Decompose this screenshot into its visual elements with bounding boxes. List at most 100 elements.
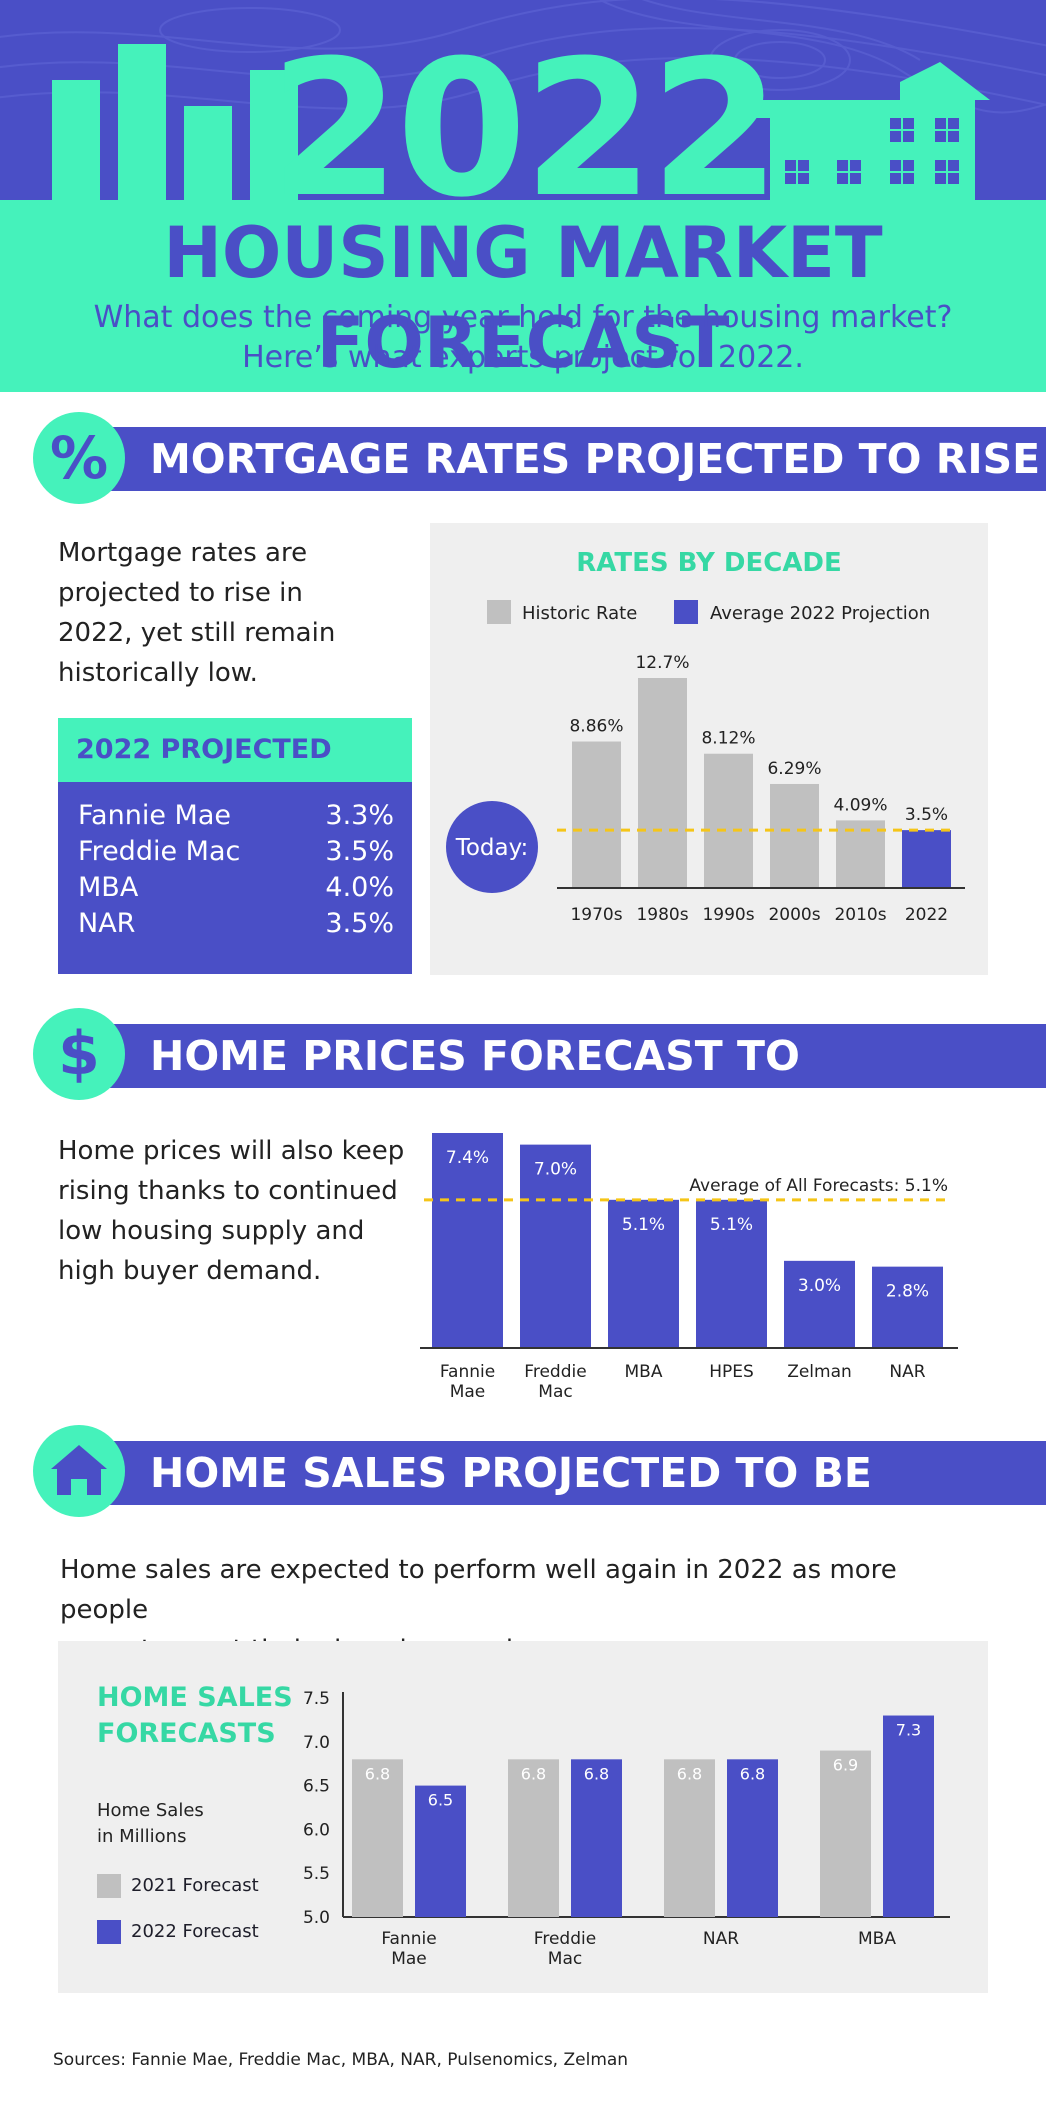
bar-value-label: 6.8 (740, 1764, 765, 1783)
legend-label: Historic Rate (522, 603, 637, 624)
x-tick-label: Freddie (534, 1929, 596, 1949)
prices-intro: Home prices will also keep rising thanks… (58, 1131, 418, 1291)
intro-line: Home sales are expected to perform well … (60, 1555, 897, 1625)
x-tick-label: Mae (450, 1382, 486, 1402)
x-tick-label: NAR (703, 1929, 739, 1949)
projected-rates-title: 2022 PROJECTED RATES (58, 718, 412, 829)
bar-value-label: 6.9 (833, 1756, 858, 1775)
today-label: Today: (455, 835, 529, 861)
panel-title-line: FORECASTS (97, 1718, 276, 1749)
percent-icon: % (49, 424, 109, 492)
x-tick-label: Fannie (381, 1929, 436, 1949)
bar-value-label: 8.12% (701, 729, 755, 749)
average-label: Average of All Forecasts: 5.1% (689, 1176, 948, 1196)
x-tick-label: Freddie (524, 1362, 586, 1382)
legend-swatch-2022 (97, 1920, 121, 1944)
bar-value-label: 8.86% (569, 716, 623, 736)
bar-2022 (902, 830, 951, 888)
bar-value-label: 6.8 (584, 1764, 609, 1783)
bar-NAR-2021 Forecast (664, 1759, 715, 1917)
header-title-band (0, 200, 1046, 392)
bar-HPES (696, 1199, 767, 1348)
y-tick-label: 5.5 (303, 1864, 330, 1884)
legend-swatch-2021 (97, 1874, 121, 1898)
x-tick-label: 1990s (702, 905, 754, 925)
mortgage-intro: Mortgage rates are projected to rise in … (58, 533, 348, 693)
x-tick-label: NAR (889, 1362, 925, 1382)
intro-line: 2022, yet still remain (58, 618, 336, 648)
x-tick-label: Mac (538, 1382, 572, 1402)
bar-value-label: 6.29% (767, 759, 821, 779)
header-decor (52, 44, 990, 200)
rate-value: 4.0% (325, 872, 394, 903)
panel-title-line: HOME SALES (97, 1682, 293, 1713)
legend-swatch-projection (674, 600, 698, 624)
house-graphic-icon (745, 62, 990, 200)
unit-label-line: Home Sales (97, 1800, 204, 1821)
bar-graphic-icon (52, 44, 298, 200)
dollar-icon-badge: $ (33, 1008, 125, 1100)
page-title: HOUSING MARKET FORECAST (163, 212, 883, 384)
x-tick-label: Mae (391, 1949, 427, 1969)
rate-value: 3.3% (325, 800, 394, 831)
unit-label: Home Sales in Millions (97, 1798, 204, 1850)
intro-line: historically low. (58, 658, 258, 688)
home-sales-panel-title: HOME SALES FORECASTS (97, 1680, 293, 1752)
today-badge (446, 801, 538, 893)
bar-Freddie-Mac-2022 Forecast (571, 1759, 622, 1917)
chart-title: RATES BY DECADE (576, 548, 842, 578)
bar-MBA-2022 Forecast (883, 1715, 934, 1917)
bar-Fannie-Mae (432, 1133, 503, 1348)
y-tick-label: 5.0 (303, 1908, 330, 1928)
year-heading: 2022 (269, 20, 780, 239)
rate-row: MBA 4.0% (78, 870, 394, 906)
x-tick-label: 1970s (570, 905, 622, 925)
x-tick-label: 2000s (768, 905, 820, 925)
bar-value-label: 7.4% (446, 1148, 489, 1168)
rate-value: 3.5% (325, 908, 394, 939)
house-icon-badge (33, 1425, 125, 1517)
bar-MBA-2021 Forecast (820, 1750, 871, 1917)
x-tick-label: HPES (709, 1362, 754, 1382)
dollar-icon: $ (58, 1019, 100, 1089)
bar-Freddie-Mac (520, 1144, 591, 1348)
rate-row: Fannie Mae 3.3% (78, 798, 394, 834)
x-tick-label: Fannie (440, 1362, 495, 1382)
rate-source: NAR (78, 908, 136, 939)
subtitle-line-2: Here’s what experts project for 2022. (242, 340, 804, 375)
bar-value-label: 2.8% (886, 1282, 929, 1302)
x-tick-label: Zelman (787, 1362, 852, 1382)
bar-NAR (872, 1266, 943, 1348)
sources-footnote: Sources: Fannie Mae, Freddie Mac, MBA, N… (53, 2050, 629, 2070)
rate-row: Freddie Mac 3.5% (78, 834, 394, 870)
bar-value-label: 7.0% (534, 1160, 577, 1180)
legend-label: Average 2022 Projection (710, 603, 930, 624)
bar-value-label: 6.5 (428, 1791, 453, 1810)
rate-source: Fannie Mae (78, 800, 231, 831)
bar-2010s (836, 820, 885, 888)
bar-value-label: 12.7% (635, 653, 689, 673)
unit-label-line: in Millions (97, 1826, 187, 1847)
bar-value-label: 6.8 (677, 1764, 702, 1783)
bar-Zelman (784, 1260, 855, 1348)
bar-value-label: 4.09% (833, 795, 887, 815)
section-heading-mortgage: MORTGAGE RATES PROJECTED TO RISE (110, 427, 1046, 491)
legend-swatch-historic (487, 600, 511, 624)
legend-label-2022: 2022 Forecast (131, 1921, 259, 1942)
section-heading-prices: HOME PRICES FORECAST TO APPRECIATE (110, 1024, 1046, 1144)
bar-value-label: 3.0% (798, 1276, 841, 1296)
bar-MBA (608, 1199, 679, 1348)
rate-row: NAR 3.5% (78, 906, 394, 942)
intro-line: high buyer demand. (58, 1256, 322, 1286)
x-tick-label: Mac (548, 1949, 582, 1969)
legend-label-2021: 2021 Forecast (131, 1875, 259, 1896)
rate-source: MBA (78, 872, 139, 903)
house-icon (51, 1445, 107, 1495)
bar-Fannie-Mae-2021 Forecast (352, 1759, 403, 1917)
projected-rates-list: Fannie Mae 3.3% Freddie Mac 3.5% MBA 4.0… (58, 782, 412, 974)
intro-line: low housing supply and (58, 1216, 365, 1246)
subtitle-line-1: What does the coming year hold for the h… (93, 300, 953, 335)
rate-value: 3.5% (325, 836, 394, 867)
